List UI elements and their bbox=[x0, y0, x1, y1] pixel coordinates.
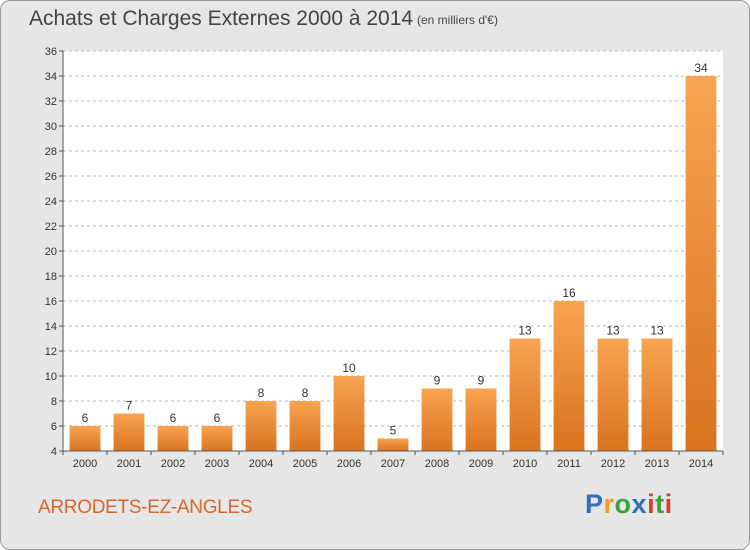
place-name: ARRODETS-EZ-ANGLES bbox=[38, 497, 253, 518]
y-tick-label: 26 bbox=[45, 171, 57, 183]
bar-2006 bbox=[333, 376, 365, 451]
x-tick-label-2010: 2010 bbox=[513, 458, 537, 470]
x-tick-label-2008: 2008 bbox=[425, 458, 449, 470]
logo-letter: i bbox=[664, 489, 673, 519]
x-tick-label-2013: 2013 bbox=[645, 458, 669, 470]
data-label-2009: 9 bbox=[478, 374, 485, 388]
bar-2012 bbox=[597, 338, 629, 451]
x-tick-label-2001: 2001 bbox=[117, 458, 141, 470]
x-tick-label-2012: 2012 bbox=[601, 458, 625, 470]
logo-letter: t bbox=[655, 489, 665, 519]
logo-letter: i bbox=[647, 489, 656, 519]
bar-2007 bbox=[377, 438, 409, 451]
bar-2000 bbox=[69, 426, 101, 451]
y-tick-label: 18 bbox=[45, 271, 57, 283]
y-tick-label: 6 bbox=[51, 421, 57, 433]
y-tick-label: 28 bbox=[45, 146, 57, 158]
y-tick-label: 12 bbox=[45, 346, 57, 358]
bar-2002 bbox=[157, 426, 189, 451]
bar-2004 bbox=[245, 401, 277, 451]
data-label-2004: 8 bbox=[258, 386, 265, 400]
y-tick-label: 36 bbox=[45, 46, 57, 58]
x-tick-label-2014: 2014 bbox=[689, 458, 713, 470]
logo-letter: x bbox=[631, 489, 648, 519]
logo-letter: P bbox=[585, 489, 604, 519]
bar-2014 bbox=[685, 76, 717, 451]
chart-subtitle: (en milliers d'€) bbox=[417, 13, 498, 27]
data-label-2011: 16 bbox=[562, 286, 576, 300]
y-tick-label: 24 bbox=[45, 196, 57, 208]
x-tick-label-2004: 2004 bbox=[249, 458, 273, 470]
bar-2011 bbox=[553, 301, 585, 451]
data-label-2010: 13 bbox=[518, 324, 532, 338]
x-tick-label-2000: 2000 bbox=[73, 458, 97, 470]
bar-2010 bbox=[509, 338, 541, 451]
proxiti-logo: Proxiti bbox=[585, 489, 673, 520]
bar-2001 bbox=[113, 413, 145, 451]
grid-lines bbox=[63, 50, 723, 452]
data-label-2008: 9 bbox=[434, 374, 441, 388]
y-tick-label: 30 bbox=[45, 121, 57, 133]
data-label-2007: 5 bbox=[390, 424, 397, 438]
data-label-2002: 6 bbox=[170, 411, 177, 425]
data-label-2001: 7 bbox=[126, 399, 133, 413]
x-tick-label-2006: 2006 bbox=[337, 458, 361, 470]
y-tick-label: 14 bbox=[45, 321, 57, 333]
bar-2003 bbox=[201, 426, 233, 451]
x-tick-label-2002: 2002 bbox=[161, 458, 185, 470]
bar-2009 bbox=[465, 388, 497, 451]
data-label-2003: 6 bbox=[214, 411, 221, 425]
chart-title: Achats et Charges Externes 2000 à 2014 bbox=[29, 7, 414, 30]
y-tick-label: 10 bbox=[45, 371, 57, 383]
y-tick-label: 32 bbox=[45, 96, 57, 108]
y-tick-label: 20 bbox=[45, 246, 57, 258]
x-tick-label-2009: 2009 bbox=[469, 458, 493, 470]
data-label-2012: 13 bbox=[606, 324, 620, 338]
x-tick-label-2007: 2007 bbox=[381, 458, 405, 470]
y-tick-label: 4 bbox=[51, 446, 57, 458]
data-label-2005: 8 bbox=[302, 386, 309, 400]
y-tick-label: 16 bbox=[45, 296, 57, 308]
bar-2008 bbox=[421, 388, 453, 451]
bars: 6 7 6 6 8 8 10 5 9 9 13 16 13 13 34 bbox=[69, 61, 717, 451]
y-axis: 4 6 8 10 12 14 16 18 20 22 24 26 28 30 32 34 36 bbox=[45, 46, 64, 458]
y-tick-label: 22 bbox=[45, 221, 57, 233]
bar-2005 bbox=[289, 401, 321, 451]
logo-letter: o bbox=[614, 489, 632, 519]
data-label-2014: 34 bbox=[694, 61, 708, 75]
y-tick-label: 8 bbox=[51, 396, 57, 408]
data-label-2000: 6 bbox=[82, 411, 89, 425]
x-tick-label-2005: 2005 bbox=[293, 458, 317, 470]
data-label-2006: 10 bbox=[342, 361, 356, 375]
x-tick-label-2011: 2011 bbox=[557, 458, 581, 470]
y-tick-label: 34 bbox=[45, 71, 57, 83]
x-axis: 2000 2001 2002 2003 2004 2005 2006 2007 2008 2009… bbox=[62, 450, 724, 470]
logo-letter: r bbox=[603, 489, 615, 519]
data-label-2013: 13 bbox=[650, 324, 664, 338]
x-tick-label-2003: 2003 bbox=[205, 458, 229, 470]
bar-2013 bbox=[641, 338, 673, 451]
